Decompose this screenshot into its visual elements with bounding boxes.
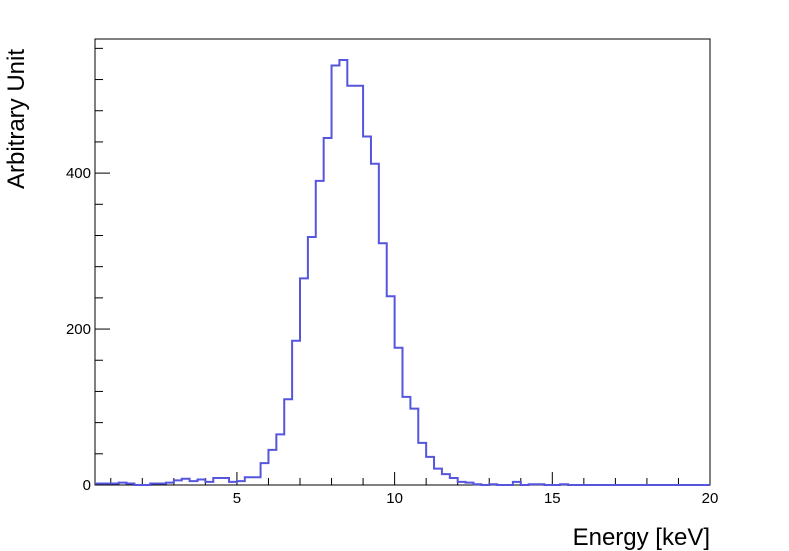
x-tick-label: 20	[702, 490, 719, 507]
y-axis-ticks	[95, 47, 110, 486]
x-tick-label: 10	[386, 490, 403, 507]
y-axis-tick-labels: 0 200 400	[66, 165, 91, 494]
x-tick-label: 15	[544, 490, 561, 507]
x-axis-title: Energy [keV]	[573, 524, 710, 551]
x-tick-label: 5	[233, 490, 241, 507]
y-axis-title: Arbitrary Unit	[3, 49, 30, 189]
x-axis-ticks	[110, 472, 711, 485]
y-tick-label: 0	[83, 477, 91, 494]
x-axis-tick-labels: 5 10 15 20	[233, 490, 719, 507]
plot-frame	[94, 38, 711, 486]
histogram-series-line	[95, 59, 710, 486]
y-tick-label: 200	[66, 321, 91, 338]
y-tick-label: 400	[66, 165, 91, 182]
